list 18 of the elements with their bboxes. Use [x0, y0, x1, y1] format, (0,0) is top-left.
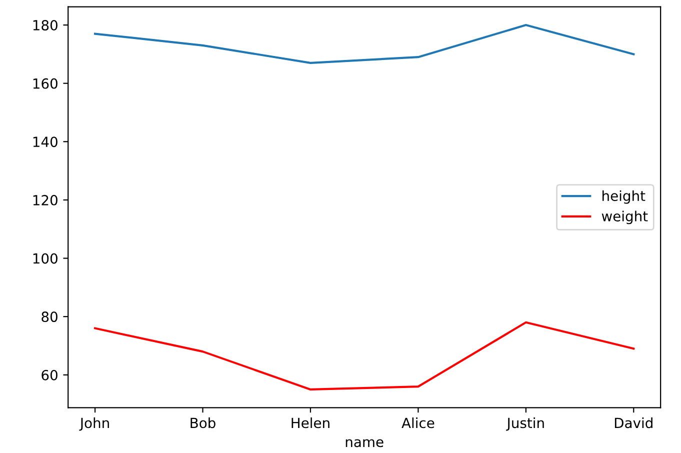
y-tick-label: 60: [42, 370, 58, 380]
x-tick-label: Justin: [506, 417, 544, 431]
x-tick-label: Bob: [190, 417, 216, 428]
legend-label: height: [602, 190, 646, 204]
y-tick-label: 160: [33, 78, 58, 89]
y-tick-label: 120: [33, 194, 58, 206]
y-tick-label: 140: [33, 136, 58, 148]
x-tick-label: Helen: [292, 417, 330, 428]
y-tick-label: 80: [42, 312, 58, 322]
line-series: [94, 24, 635, 64]
legend-label: weight: [602, 210, 648, 224]
y-tick-label: 180: [33, 20, 58, 30]
x-axis-title: name: [346, 439, 384, 448]
x-tick-label: David: [614, 417, 652, 428]
x-tick-label: Alice: [402, 417, 434, 428]
y-tick-label: 100: [33, 253, 58, 264]
line-series: [94, 321, 635, 391]
x-tick-label: John: [79, 417, 109, 431]
